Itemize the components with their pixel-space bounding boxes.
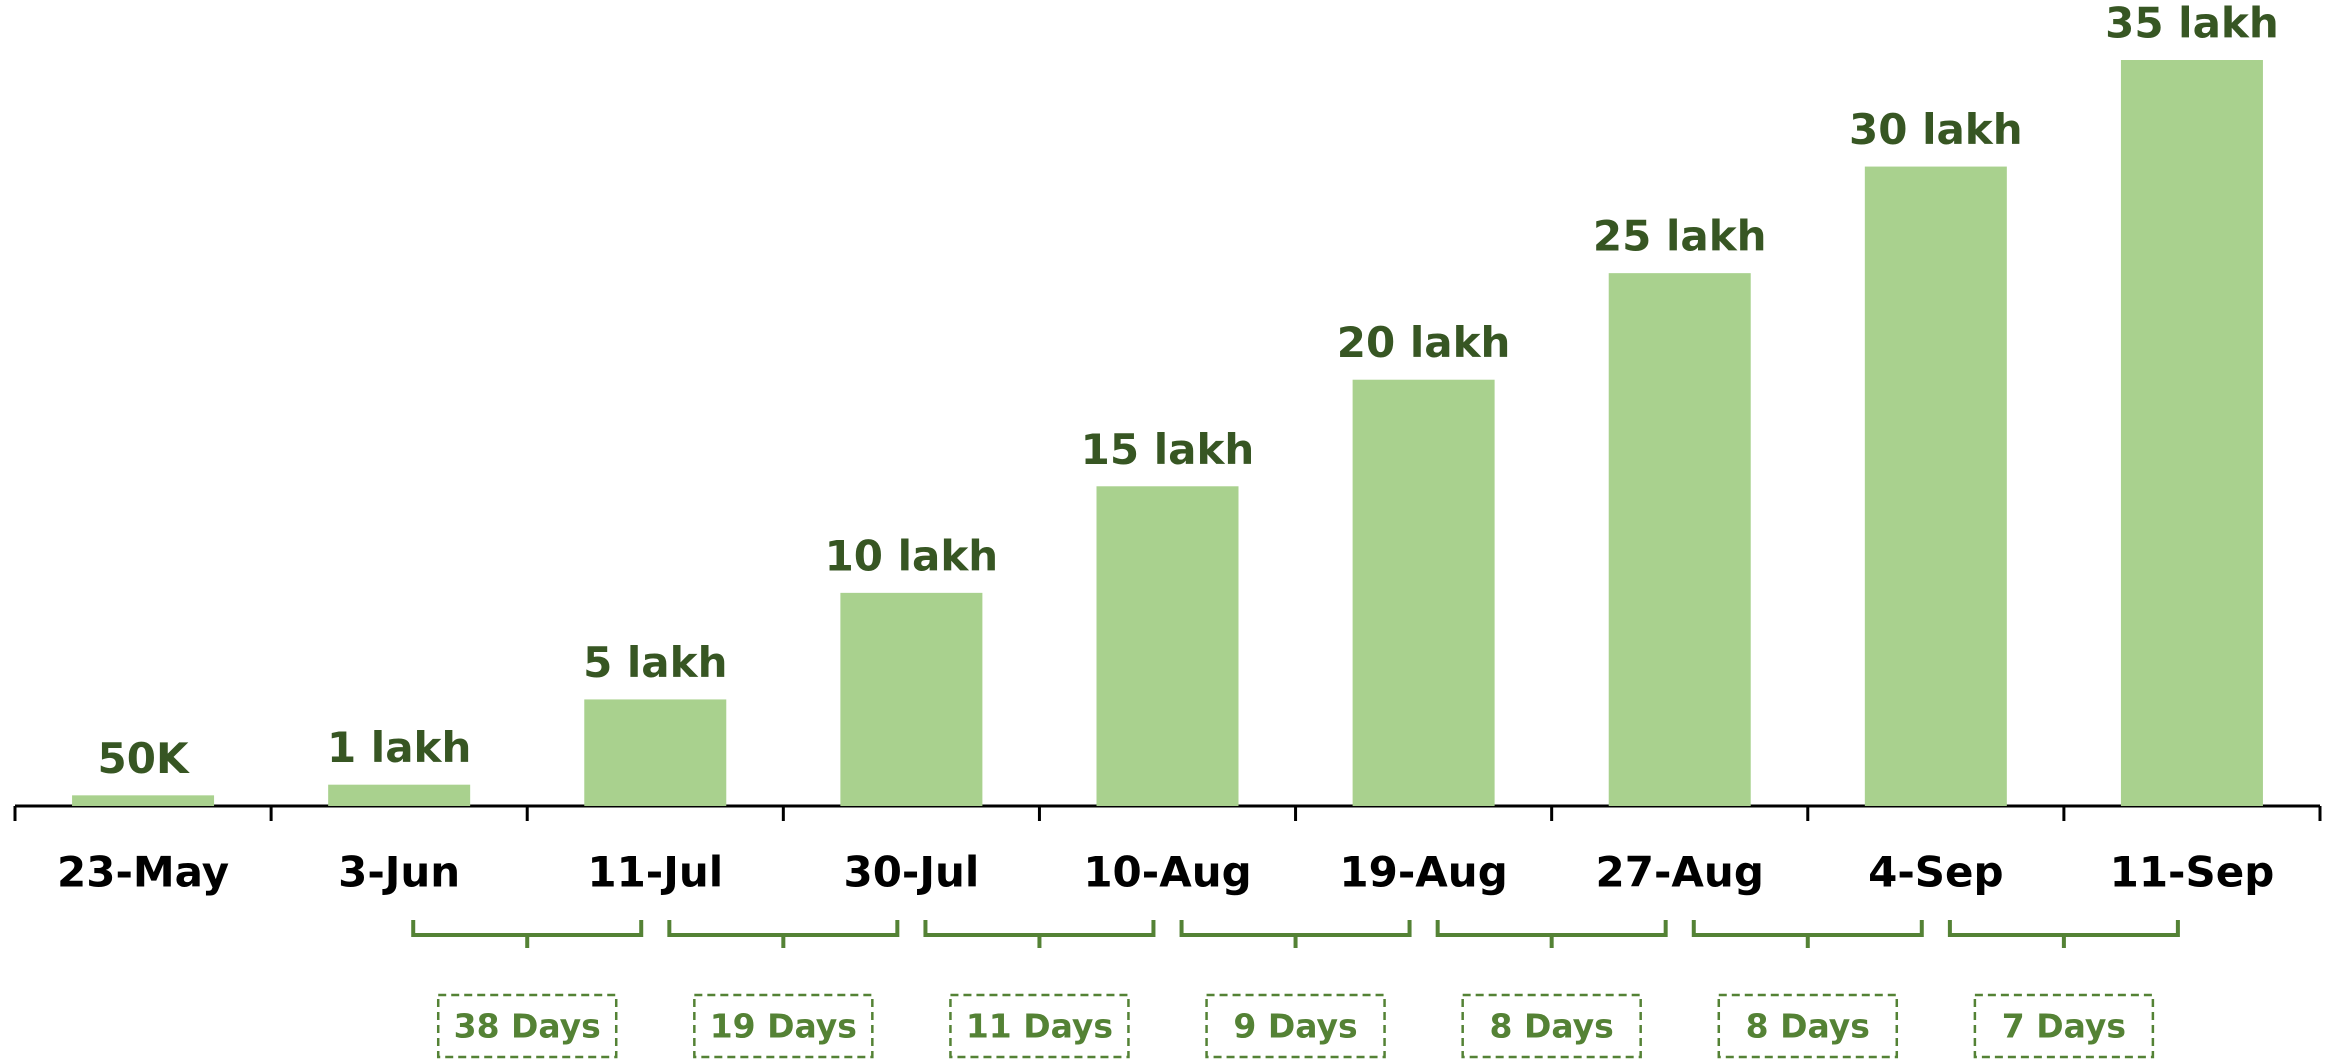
interval-box bbox=[436, 993, 618, 1059]
interval-bracket bbox=[923, 920, 1156, 948]
value-label: 50K bbox=[98, 734, 190, 783]
x-tick-label: 23-May bbox=[57, 848, 229, 897]
interval-label: 8 Days bbox=[1746, 1007, 1870, 1046]
interval-bracket bbox=[411, 920, 644, 948]
value-label: 5 lakh bbox=[583, 638, 727, 687]
bar bbox=[840, 592, 983, 806]
interval-label: 19 Days bbox=[710, 1007, 857, 1046]
interval-label: 7 Days bbox=[2002, 1007, 2126, 1046]
interval-box bbox=[693, 993, 874, 1059]
x-tick-label: 4-Sep bbox=[1868, 848, 2003, 897]
x-tick-label: 19-Aug bbox=[1339, 848, 1507, 897]
bar bbox=[2120, 60, 2263, 806]
interval-box bbox=[1717, 993, 1899, 1059]
interval-box bbox=[949, 993, 1130, 1059]
value-label: 1 lakh bbox=[327, 723, 471, 772]
x-tick-label: 3-Jun bbox=[338, 848, 460, 897]
x-tick-label: 27-Aug bbox=[1596, 848, 1764, 897]
interval-box bbox=[1973, 993, 2155, 1059]
interval-bracket bbox=[667, 920, 900, 948]
value-label: 15 lakh bbox=[1081, 425, 1255, 474]
interval-label: 11 Days bbox=[966, 1007, 1113, 1046]
x-tick-label: 11-Jul bbox=[587, 848, 723, 897]
interval-box bbox=[1205, 993, 1386, 1059]
interval-bracket bbox=[1435, 920, 1668, 948]
interval-label: 8 Days bbox=[1490, 1007, 1614, 1046]
value-label: 30 lakh bbox=[1849, 105, 2023, 154]
value-label: 25 lakh bbox=[1593, 212, 1767, 261]
interval-label: 38 Days bbox=[454, 1007, 601, 1046]
interval-bracket bbox=[1179, 920, 1412, 948]
interval-bracket bbox=[1691, 920, 1924, 948]
interval-label: 9 Days bbox=[1233, 1007, 1357, 1046]
bar bbox=[1608, 273, 1751, 807]
x-tick-label: 30-Jul bbox=[843, 848, 979, 897]
x-tick-label: 10-Aug bbox=[1083, 848, 1251, 897]
bar bbox=[72, 795, 215, 806]
bar bbox=[1352, 379, 1495, 806]
interval-box bbox=[1461, 993, 1642, 1059]
value-label: 10 lakh bbox=[825, 531, 999, 580]
value-label: 35 lakh bbox=[2105, 0, 2279, 48]
x-tick-label: 11-Sep bbox=[2110, 848, 2275, 897]
bar bbox=[328, 784, 471, 806]
value-label: 20 lakh bbox=[1337, 318, 1511, 367]
bar bbox=[1096, 486, 1239, 806]
bar bbox=[584, 699, 727, 806]
interval-bracket bbox=[1947, 920, 2180, 948]
bar bbox=[1864, 166, 2007, 807]
